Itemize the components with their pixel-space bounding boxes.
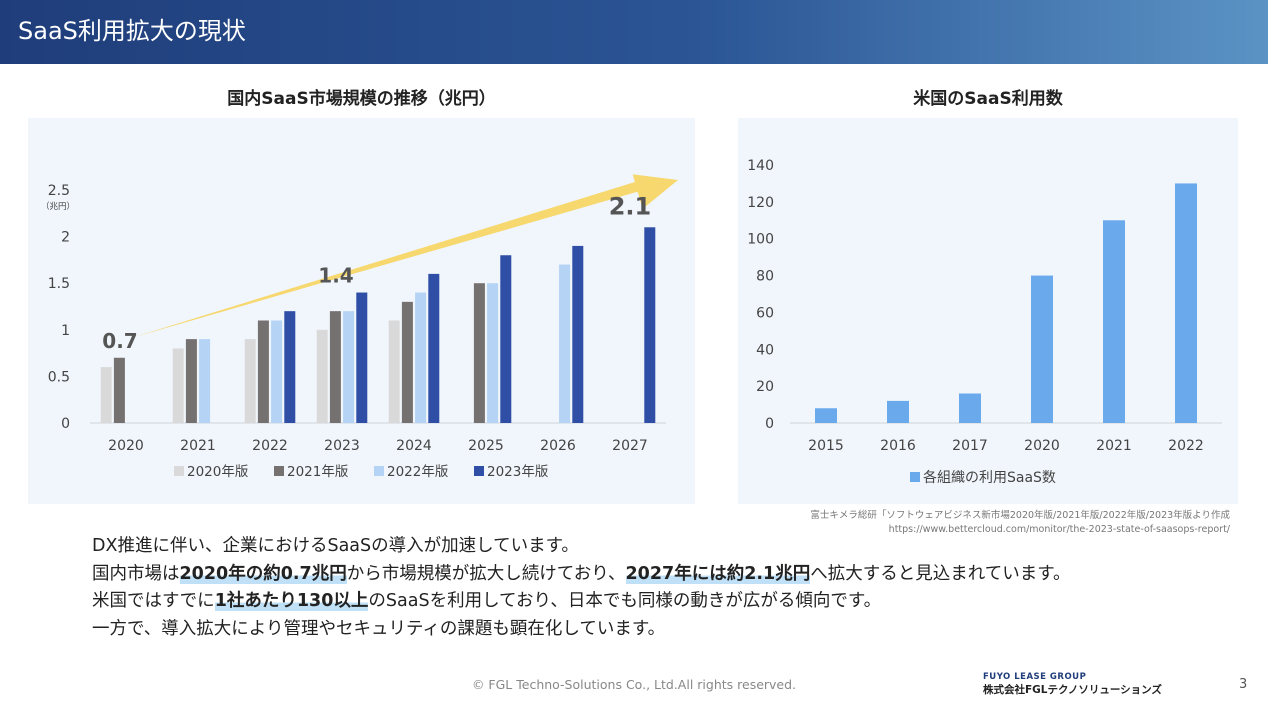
bar: [644, 227, 656, 423]
legend-label: 各組織の利用SaaS数: [923, 470, 1056, 486]
legend-swatch: [174, 466, 184, 476]
bar: [257, 320, 269, 423]
bar: [1031, 275, 1053, 423]
bar: [959, 393, 981, 423]
x-tick-label: 2017: [952, 438, 988, 454]
legend-label: 2022年版: [387, 464, 448, 480]
source-line-1: 富士キメラ総研「ソフトウェアビジネス新市場2020年版/2021年版/2022年…: [810, 510, 1230, 521]
bar: [415, 292, 427, 423]
y-tick-label: 100: [747, 232, 774, 248]
bar: [199, 339, 211, 423]
legend-swatch: [274, 466, 284, 476]
highlight-2020: 2020年の約0.7兆円: [179, 563, 347, 584]
data-annotation: 0.7: [102, 329, 137, 353]
logo-group-name: FUYO LEASE GROUP: [983, 672, 1087, 682]
x-tick-label: 2016: [880, 438, 916, 454]
company-logo: FUYO LEASE GROUP 株式会社FGLテクノソリューションズ: [983, 672, 1162, 697]
bar: [172, 348, 184, 423]
body-text: DX推進に伴い、企業におけるSaaSの導入が加速しています。 国内市場は2020…: [92, 533, 1070, 643]
x-tick-label: 2022: [1168, 438, 1204, 454]
y-tick-label: 60: [756, 305, 774, 321]
data-annotation: 1.4: [318, 264, 353, 288]
y-tick-label: 80: [756, 269, 774, 285]
y-axis-unit: （兆円）: [41, 201, 75, 212]
data-annotation: 2.1: [609, 192, 652, 220]
source-note: 富士キメラ総研「ソフトウェアビジネス新市場2020年版/2021年版/2022年…: [810, 509, 1230, 537]
x-tick-label: 2027: [612, 438, 648, 454]
bar: [284, 311, 296, 423]
page-title: SaaS利用拡大の現状: [18, 17, 246, 45]
bar: [887, 400, 909, 423]
bar: [185, 339, 197, 423]
bar: [1175, 183, 1197, 423]
legend-label: 2020年版: [187, 464, 248, 480]
bar: [113, 357, 125, 423]
y-tick-label: 0.5: [48, 369, 70, 385]
source-line-2: https://www.bettercloud.com/monitor/the-…: [888, 524, 1230, 535]
chart-title-domestic: 国内SaaS市場規模の推移（兆円）: [227, 89, 496, 109]
body-line-4: 一方で、導入拡大により管理やセキュリティの課題も顕在化しています。: [92, 618, 666, 639]
header-bar: SaaS利用拡大の現状: [0, 0, 1268, 64]
bar: [572, 245, 584, 423]
x-tick-label: 2024: [396, 438, 432, 454]
legend-swatch: [910, 472, 920, 482]
body-line-2: 国内市場は2020年の約0.7兆円から市場規模が拡大し続けており、2027年には…: [92, 563, 1071, 584]
y-tick-label: 0: [61, 416, 70, 432]
bar: [316, 329, 328, 423]
logo-company-name: 株式会社FGLテクノソリューションズ: [983, 684, 1162, 696]
x-tick-label: 2015: [808, 438, 844, 454]
x-tick-label: 2026: [540, 438, 576, 454]
bar: [487, 283, 499, 423]
y-tick-label: 2.5: [48, 183, 70, 199]
y-tick-label: 140: [747, 158, 774, 174]
bar: [428, 273, 440, 423]
x-tick-label: 2020: [108, 438, 144, 454]
x-tick-label: 2025: [468, 438, 504, 454]
bar: [388, 320, 400, 423]
chart-us-svg: 0 20 40 60 80 100 120 140 2015 2016 2017 2020 2021 20…: [747, 158, 1222, 486]
chart-us: 0 20 40 60 80 100 120 140 2015 2016 2017 2020 2021 20…: [738, 118, 1238, 504]
bar: [343, 311, 355, 423]
bar: [559, 264, 571, 423]
y-tick-label: 40: [756, 342, 774, 358]
y-tick-label: 1: [61, 323, 70, 339]
bar: [329, 311, 341, 423]
x-tick-label: 2022: [252, 438, 288, 454]
highlight-us: 1社あたり130以上: [214, 591, 369, 611]
legend-label: 2021年版: [287, 464, 348, 480]
bar: [271, 320, 283, 423]
chart-domestic-svg: 0 0.5 1 1.5 2 2.5 （兆円） 2020 2021 2022 2023 2024 2025…: [41, 174, 678, 480]
bar: [244, 339, 256, 423]
bar: [100, 367, 112, 423]
x-tick-label: 2021: [1096, 438, 1132, 454]
x-tick-label: 2020: [1024, 438, 1060, 454]
bar: [401, 301, 413, 423]
body-line-1: DX推進に伴い、企業におけるSaaSの導入が加速しています。: [92, 536, 579, 556]
y-tick-label: 1.5: [48, 276, 70, 292]
copyright: © FGL Techno-Solutions Co., Ltd.All righ…: [471, 677, 797, 692]
y-tick-label: 120: [747, 195, 774, 211]
chart-domestic: 0 0.5 1 1.5 2 2.5 （兆円） 2020 2021 2022 2023 2024 2025…: [28, 118, 695, 504]
body-line-3: 米国ではすでに1社あたり130以上のSaaSを利用しており、日本でも同様の動きが…: [92, 591, 882, 611]
legend-swatch: [474, 466, 484, 476]
x-tick-label: 2023: [324, 438, 360, 454]
highlight-2027: 2027年には約2.1兆円: [625, 563, 811, 584]
legend-label: 2023年版: [487, 464, 548, 480]
bar: [1103, 220, 1125, 423]
page-number: 3: [1239, 677, 1248, 692]
legend-swatch: [374, 466, 384, 476]
bar: [356, 292, 368, 423]
y-tick-label: 0: [765, 416, 774, 432]
bar: [815, 408, 837, 423]
chart-title-us: 米国のSaaS利用数: [913, 89, 1063, 109]
growth-arrow: [131, 174, 678, 338]
y-tick-label: 2: [61, 230, 70, 246]
bar: [500, 255, 512, 423]
x-tick-label: 2021: [180, 438, 216, 454]
bar: [473, 283, 485, 423]
y-tick-label: 20: [756, 379, 774, 395]
